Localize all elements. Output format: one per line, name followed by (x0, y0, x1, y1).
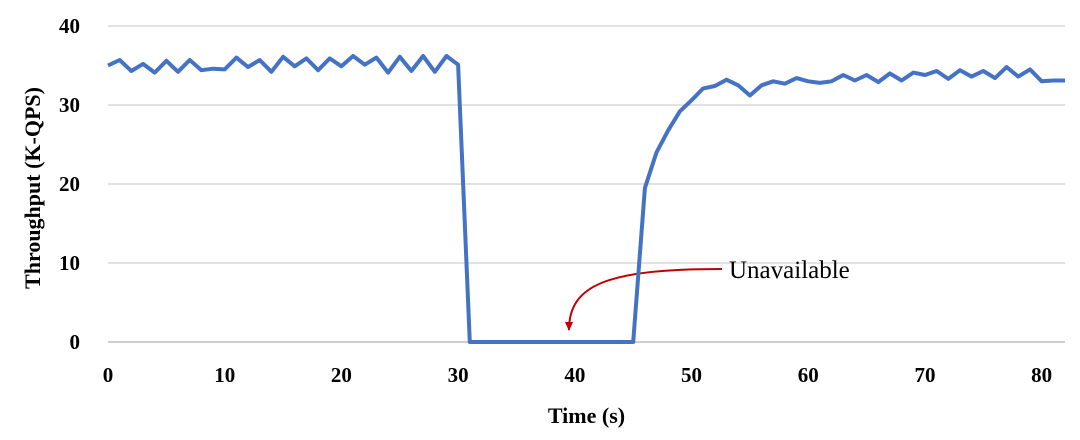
y-tick-label: 40 (59, 14, 80, 38)
unavailable-annotation-label: Unavailable (729, 257, 850, 284)
y-tick-label: 0 (70, 330, 81, 354)
y-tick-label: 10 (59, 251, 80, 275)
x-tick-label: 70 (914, 363, 935, 387)
x-tick-label: 0 (103, 363, 114, 387)
x-tick-label: 80 (1031, 363, 1052, 387)
tick-labels: 0 10 20 30 40 0 10 20 30 40 50 60 70 80 (59, 14, 1052, 387)
x-tick-label: 40 (564, 363, 585, 387)
x-tick-label: 20 (331, 363, 352, 387)
unavailable-arrow (564, 268, 723, 331)
y-tick-label: 30 (59, 93, 80, 117)
y-tick-label: 20 (59, 172, 80, 196)
y-axis-title: Throughput (K-QPS) (20, 87, 45, 289)
gridlines (108, 25, 1065, 343)
x-tick-label: 60 (798, 363, 819, 387)
x-tick-label: 10 (214, 363, 235, 387)
x-axis-title: Time (s) (548, 403, 625, 428)
x-tick-label: 30 (448, 363, 469, 387)
series-line-0 (107, 54, 1065, 344)
series-layer (107, 54, 1065, 344)
x-tick-label: 50 (681, 363, 702, 387)
annotation: Unavailable (564, 257, 850, 331)
